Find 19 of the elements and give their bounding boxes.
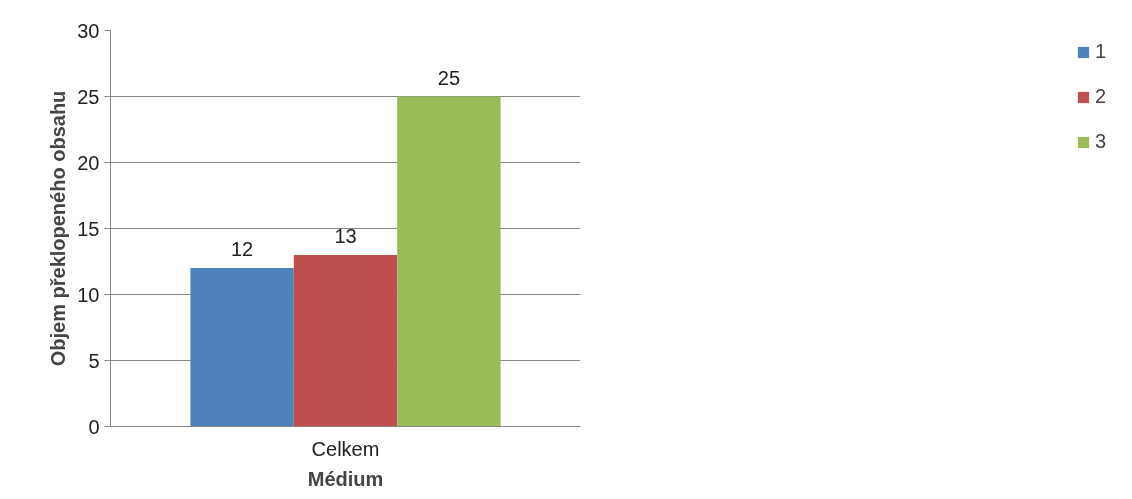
legend-label: 3: [1095, 130, 1108, 153]
y-tick-label: 15: [77, 217, 100, 240]
y-tick-label: 25: [77, 85, 100, 108]
data-label: 25: [437, 66, 461, 89]
data-label: 12: [230, 238, 254, 261]
y-tick-label: 30: [77, 19, 100, 42]
y-tick-label: 10: [77, 283, 100, 306]
data-label: 13: [334, 225, 357, 248]
legend-label: 1: [1095, 40, 1108, 63]
y-tick-label: 20: [77, 151, 100, 174]
x-axis-title: Médium: [307, 467, 384, 490]
bar: [293, 254, 398, 427]
y-tick-label: 5: [88, 349, 100, 372]
x-tick-label: Celkem: [311, 437, 380, 460]
y-tick-label: 0: [88, 415, 100, 438]
legend-label: 2: [1095, 85, 1108, 108]
bar: [190, 268, 294, 427]
y-axis-title: Objem překlopeného obsahu: [47, 90, 70, 367]
bar: [397, 96, 501, 427]
